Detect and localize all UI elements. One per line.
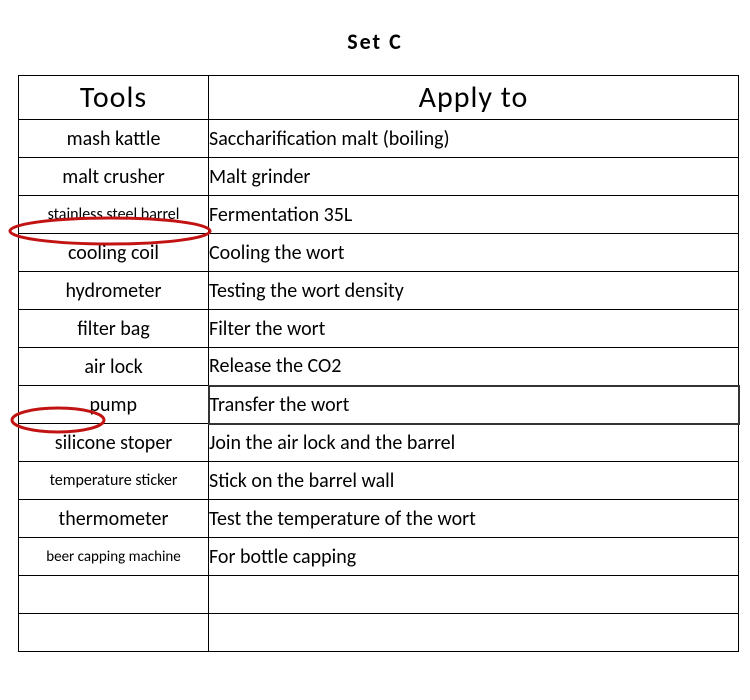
apply-cell: Filter the wort: [209, 310, 739, 348]
apply-cell: Cooling the wort: [209, 234, 739, 272]
apply-cell: For bottle capping: [209, 538, 739, 576]
tool-cell: beer capping machine: [19, 538, 209, 576]
tool-cell: pump: [19, 386, 209, 424]
apply-cell: Test the temperature of the wort: [209, 500, 739, 538]
tool-cell: filter bag: [19, 310, 209, 348]
tool-cell: [19, 576, 209, 614]
table-row: cooling coilCooling the wort: [19, 234, 739, 272]
table-row: hydrometerTesting the wort density: [19, 272, 739, 310]
apply-cell: Testing the wort density: [209, 272, 739, 310]
apply-cell: Join the air lock and the barrel: [209, 424, 739, 462]
tool-cell: [19, 614, 209, 652]
tool-cell: mash kattle: [19, 120, 209, 158]
table-row: malt crusherMalt grinder: [19, 158, 739, 196]
header-apply: Apply to: [209, 76, 739, 120]
tool-cell: hydrometer: [19, 272, 209, 310]
table-row: filter bagFilter the wort: [19, 310, 739, 348]
tool-cell: malt crusher: [19, 158, 209, 196]
tool-cell: cooling coil: [19, 234, 209, 272]
table-row: air lockRelease the CO2: [19, 348, 739, 386]
table-row: temperature stickerStick on the barrel w…: [19, 462, 739, 500]
table-row: [19, 576, 739, 614]
table-row: pumpTransfer the wort: [19, 386, 739, 424]
page-title: Set C: [0, 0, 750, 75]
apply-cell: Transfer the wort: [209, 386, 739, 424]
table-row: beer capping machineFor bottle capping: [19, 538, 739, 576]
header-tools: Tools: [19, 76, 209, 120]
tool-cell: stainless steel barrel: [19, 196, 209, 234]
apply-cell: Saccharification malt (boiling): [209, 120, 739, 158]
apply-cell: Fermentation 35L: [209, 196, 739, 234]
apply-cell: Stick on the barrel wall: [209, 462, 739, 500]
table-row: stainless steel barrelFermentation 35L: [19, 196, 739, 234]
apply-cell: [209, 614, 739, 652]
table-row: mash kattleSaccharification malt (boilin…: [19, 120, 739, 158]
tool-cell: silicone stoper: [19, 424, 209, 462]
tool-cell: thermometer: [19, 500, 209, 538]
apply-cell: [209, 576, 739, 614]
apply-cell: Release the CO2: [209, 348, 739, 386]
tool-cell: air lock: [19, 348, 209, 386]
table-row: thermometerTest the temperature of the w…: [19, 500, 739, 538]
tools-table: Tools Apply to mash kattleSaccharificati…: [18, 75, 740, 652]
tool-cell: temperature sticker: [19, 462, 209, 500]
table-row: silicone stoperJoin the air lock and the…: [19, 424, 739, 462]
table-row: [19, 614, 739, 652]
apply-cell: Malt grinder: [209, 158, 739, 196]
